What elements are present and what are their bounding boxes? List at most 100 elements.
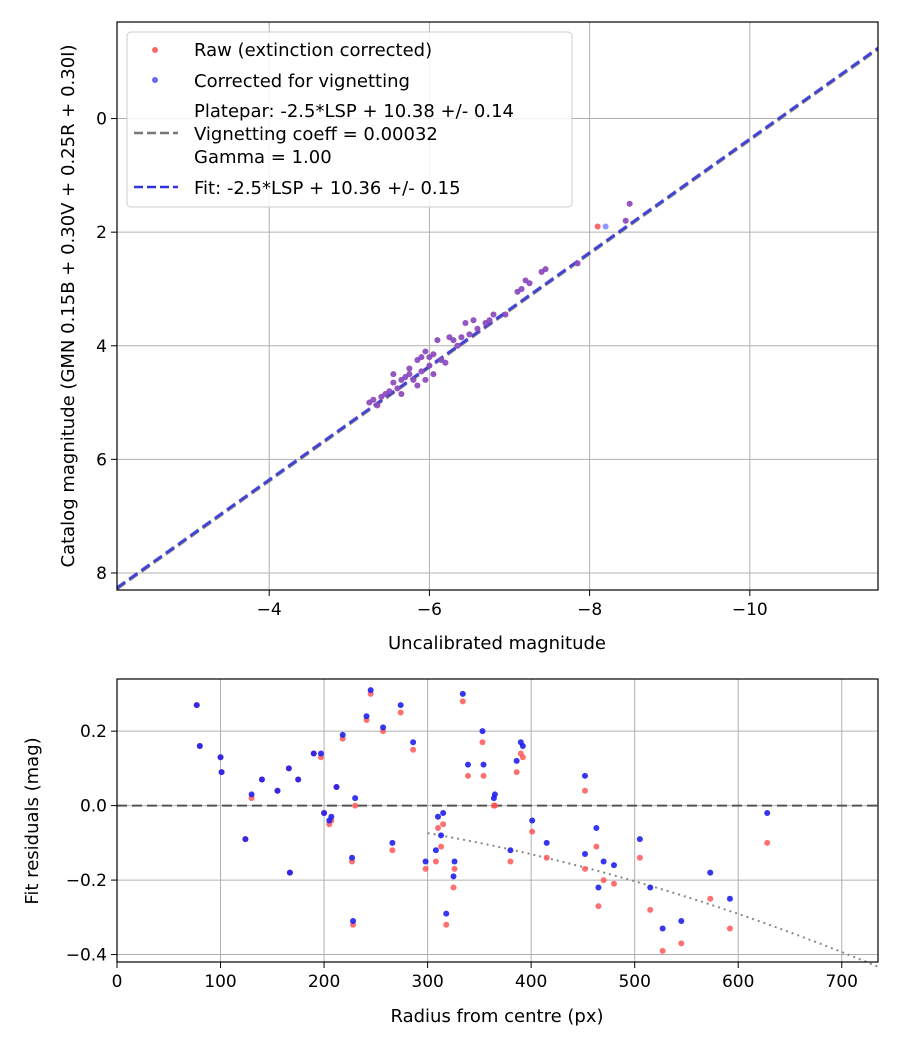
corrected-residual-point xyxy=(543,839,550,846)
corrected-residual-point xyxy=(218,769,225,776)
corrected-residual-point xyxy=(636,836,643,843)
corrected-residual-point xyxy=(422,858,429,865)
corrected-residual-point xyxy=(349,854,356,861)
raw-residual-point xyxy=(595,903,602,910)
residuals-points xyxy=(193,687,771,954)
raw-residual-point xyxy=(432,858,439,865)
corrected-residual-point xyxy=(451,858,458,865)
raw-residual-point xyxy=(610,880,617,887)
corrected-residual-point xyxy=(317,750,324,757)
x-tick-label: 200 xyxy=(308,972,340,992)
corrected-point xyxy=(538,268,545,275)
corrected-point xyxy=(470,317,477,324)
corrected-point xyxy=(422,348,429,355)
corrected-point xyxy=(438,356,445,363)
corrected-residual-point xyxy=(610,862,617,869)
corrected-point xyxy=(430,371,437,378)
corrected-residual-point xyxy=(339,731,346,738)
raw-residual-point xyxy=(636,854,643,861)
raw-residual-point xyxy=(678,940,685,947)
raw-residual-point xyxy=(529,828,536,835)
residuals-plot: 0 100 200 300 400 500 600 700 −0.4 −0.2 0.0 0.2 Rad… xyxy=(22,678,879,1027)
raw-residual-point xyxy=(593,843,600,850)
corrected-point xyxy=(482,320,489,327)
y-tick-label: 0.2 xyxy=(80,722,107,742)
corrected-point xyxy=(398,376,405,383)
legend-raw-label: Raw (extinction corrected) xyxy=(194,40,432,61)
raw-residual-point xyxy=(581,865,588,872)
residuals-ticks: 0 100 200 300 400 500 600 700 −0.4 −0.2 0.0 0.2 xyxy=(66,722,858,992)
corrected-point xyxy=(398,391,405,398)
corrected-point xyxy=(390,379,397,386)
corrected-residual-point xyxy=(659,925,666,932)
x-tick-label: 600 xyxy=(722,972,754,992)
corrected-point xyxy=(446,334,453,341)
calibration-plot: −4 −6 −8 −10 0 2 4 6 8 Uncalibrated magnitude Ca… xyxy=(58,21,879,654)
legend-vignetting-label: Vignetting coeff = 0.00032 xyxy=(194,124,438,145)
calibration-fit-lines xyxy=(116,46,879,591)
raw-residual-point xyxy=(519,754,526,761)
corrected-point xyxy=(426,354,433,361)
corrected-point xyxy=(462,320,469,327)
raw-residual-point xyxy=(726,925,733,932)
legend-platepar-label: Platepar: -2.5*LSP + 10.38 +/- 0.14 xyxy=(194,101,514,122)
raw-residual-point xyxy=(438,843,445,850)
corrected-residual-point xyxy=(479,728,486,735)
x-tick-label: 700 xyxy=(826,972,858,992)
corrected-residual-point xyxy=(286,869,293,876)
corrected-residual-point xyxy=(438,832,445,839)
corrected-point xyxy=(418,368,425,375)
legend-fit-label: Fit: -2.5*LSP + 10.36 +/- 0.15 xyxy=(194,178,461,199)
raw-residual-point xyxy=(410,746,417,753)
corrected-point xyxy=(622,217,629,224)
corrected-residual-point xyxy=(410,739,417,746)
corrected-residual-point xyxy=(450,873,457,880)
x-tick-label: 300 xyxy=(411,972,443,992)
corrected-point xyxy=(414,356,421,363)
legend-corrected-marker xyxy=(152,77,158,83)
corrected-point xyxy=(426,362,433,369)
x-tick-label: 0 xyxy=(112,972,123,992)
y-tick-label: 8 xyxy=(96,564,107,584)
corrected-residual-point xyxy=(434,813,441,820)
residuals-frame xyxy=(116,678,879,963)
corrected-point xyxy=(490,311,497,318)
corrected-residual-point xyxy=(367,687,374,694)
residuals-ylabel: Fit residuals (mag) xyxy=(22,737,43,904)
corrected-residual-point xyxy=(295,776,302,783)
raw-residual-point xyxy=(422,865,429,872)
legend-box xyxy=(126,31,573,208)
x-tick-label: 500 xyxy=(618,972,650,992)
y-tick-label: 6 xyxy=(96,450,107,470)
residuals-xlabel: Radius from centre (px) xyxy=(390,1006,603,1027)
corrected-point xyxy=(374,402,381,409)
y-tick-label: 0.0 xyxy=(80,797,107,817)
raw-residual-point xyxy=(543,854,550,861)
raw-residual-point xyxy=(479,739,486,746)
corrected-point xyxy=(394,385,401,392)
raw-residual-point xyxy=(490,802,497,809)
corrected-residual-point xyxy=(350,918,357,925)
corrected-residual-point xyxy=(581,772,588,779)
raw-residual-point xyxy=(600,877,607,884)
raw-residual-point xyxy=(707,895,714,902)
corrected-residual-point xyxy=(258,776,265,783)
raw-residual-point xyxy=(647,906,654,913)
raw-residual-point xyxy=(507,858,514,865)
corrected-point xyxy=(458,334,465,341)
calibration-grid xyxy=(117,22,878,590)
corrected-residual-point xyxy=(490,795,497,802)
y-tick-label: −0.2 xyxy=(66,871,107,891)
y-tick-label: 4 xyxy=(96,337,107,357)
corrected-point xyxy=(414,382,421,389)
fit-line xyxy=(116,46,879,589)
vignetting-curve xyxy=(427,832,879,968)
legend-raw-marker xyxy=(152,47,158,53)
corrected-residual-point xyxy=(647,884,654,891)
raw-residual-point xyxy=(440,821,447,828)
y-tick-label: −0.4 xyxy=(66,946,107,966)
corrected-residual-point xyxy=(380,724,387,731)
corrected-point xyxy=(390,371,397,378)
corrected-residual-point xyxy=(600,858,607,865)
y-tick-label: 0 xyxy=(96,110,107,130)
